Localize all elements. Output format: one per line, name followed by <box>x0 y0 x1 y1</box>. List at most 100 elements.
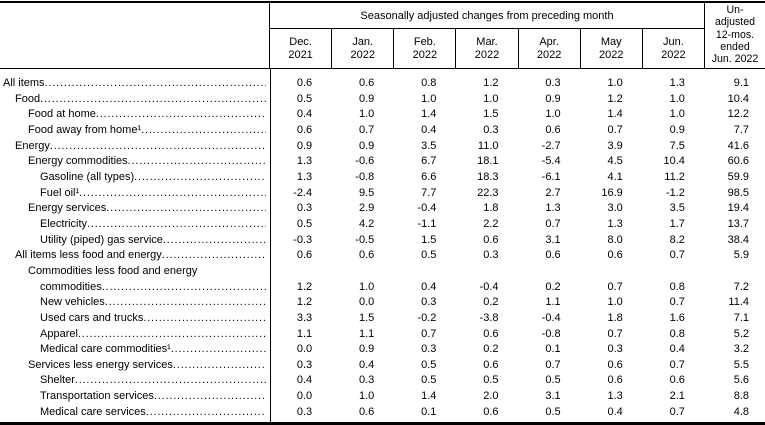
value-cell: 1.0 <box>607 296 623 309</box>
leader-dots <box>128 154 266 170</box>
row-label: Services less energy services <box>28 358 173 371</box>
column-header-dec-2021: Dec. 2021 <box>270 29 333 68</box>
spanner-header: Seasonally adjusted changes from precedi… <box>270 3 704 29</box>
row-label-cell: Shelter <box>0 373 270 389</box>
row-label-cell: Utility (piped) gas service <box>0 233 270 249</box>
unadjusted-header-line: adjusted <box>714 16 756 29</box>
leader-dots <box>78 327 266 343</box>
value-cell: -0.2 <box>417 311 437 324</box>
row-label-line: Electricity <box>0 217 266 233</box>
value-cell: 3.1 <box>545 390 561 403</box>
value-cell: 1.0 <box>669 92 685 105</box>
month-name: Jan. <box>352 35 374 48</box>
row-label-line-1: Commodities less food and energy <box>0 264 266 280</box>
value-cell: 1.5 <box>483 108 499 121</box>
value-cell: 0.0 <box>296 390 313 403</box>
leader-dots <box>162 248 266 264</box>
month-year: 2022 <box>661 48 686 61</box>
row-label-cell: Energy services <box>0 201 270 217</box>
row-label: Transportation services <box>40 390 154 403</box>
unadjusted-value-cell: 10.4 <box>727 92 749 105</box>
value-cell: 0.3 <box>421 343 437 356</box>
row-label-cell: Fuel oil¹ <box>0 186 270 202</box>
row-label: Energy services <box>28 202 107 215</box>
unadjusted-value-cell: 38.4 <box>727 233 749 246</box>
value-cell: 0.6 <box>358 405 375 418</box>
leader-dots <box>106 201 266 217</box>
value-cell: 0.6 <box>358 249 375 262</box>
month-year: 2022 <box>350 48 375 61</box>
column-header-unadjusted: Un- adjusted 12-mos. ended Jun. 2022 <box>705 3 765 68</box>
seasonally-adjusted-columns: Seasonally adjusted changes from precedi… <box>270 3 705 68</box>
value-cell: 2.0 <box>483 390 499 403</box>
value-cell: 4.1 <box>607 170 623 183</box>
row-label: Fuel oil¹ <box>40 186 80 199</box>
row-label-line: Medical care services <box>0 405 266 421</box>
value-cell: 0.6 <box>545 249 561 262</box>
value-cell: 0.5 <box>296 92 313 105</box>
table-row: Transportation services 0.0 1.0 1.4 2.0 3.1 1.… <box>0 389 765 405</box>
value-cell: 0.7 <box>669 249 685 262</box>
column-header-jan-2022: Jan. 2022 <box>332 29 395 68</box>
row-label: Shelter <box>40 374 75 387</box>
value-cell: 0.3 <box>607 343 623 356</box>
value-cell: 3.0 <box>607 202 623 215</box>
value-cell: 1.0 <box>358 108 375 121</box>
month-name: May <box>600 35 622 48</box>
leader-dots <box>79 186 266 202</box>
value-cell: -0.8 <box>355 170 375 183</box>
row-label-line: Fuel oil¹ <box>0 186 266 202</box>
month-name: Dec. <box>289 35 312 48</box>
value-cell: 0.6 <box>358 77 375 89</box>
value-cell: 3.3 <box>296 311 313 324</box>
table-row: Fuel oil¹ -2.4 9.5 7.7 22.3 2.7 16.9 -1.2 98.5 <box>0 186 765 202</box>
value-cell: 0.3 <box>358 374 375 387</box>
row-label-cell: All items less food and energy <box>0 248 270 264</box>
table-row: Food at home 0.4 1.0 1.4 1.5 1.0 1.4 1.0 12.2 <box>0 107 765 123</box>
leader-dots <box>45 76 266 92</box>
unadjusted-value-cell: 11.4 <box>728 296 749 309</box>
unadjusted-header-line: ended <box>720 40 750 53</box>
value-cell: 0.7 <box>669 358 685 371</box>
unadjusted-header-line: 12-mos. <box>715 28 755 41</box>
value-cell: 0.3 <box>296 358 313 371</box>
leader-dots <box>163 233 266 249</box>
value-cell: 0.6 <box>607 249 623 262</box>
value-cell: -0.4 <box>479 280 499 293</box>
value-cell: 7.7 <box>421 186 437 199</box>
value-cell: 0.9 <box>358 139 375 152</box>
table-row: Medical care services 0.3 0.6 0.1 0.6 0.5 0.4 0… <box>0 405 765 421</box>
value-cell: 0.6 <box>296 77 313 89</box>
stub-header-cell <box>0 3 270 68</box>
table-row: Commodities less food and energy commodit… <box>0 264 765 295</box>
value-cell: 0.3 <box>296 405 313 418</box>
value-cell: 0.2 <box>545 280 561 293</box>
leader-dots <box>143 311 266 327</box>
value-cell: -5.4 <box>541 155 561 168</box>
table-row: Shelter 0.4 0.3 0.5 0.5 0.5 0.6 0.6 5.6 <box>0 373 765 389</box>
row-label: All items less food and energy <box>15 249 162 262</box>
leader-dots <box>105 295 266 311</box>
month-name: Feb. <box>413 35 436 48</box>
row-label-line: New vehicles <box>0 295 266 311</box>
value-cell: 0.9 <box>545 92 561 105</box>
row-label-line: Food at home <box>0 107 266 123</box>
row-label-cell: Services less energy services <box>0 358 270 374</box>
value-cell: 3.1 <box>545 233 561 246</box>
row-label: Commodities less food and energy <box>28 264 198 277</box>
leader-dots <box>146 405 266 421</box>
value-cell: 11.2 <box>664 170 685 183</box>
unadjusted-value-cell: 5.9 <box>733 249 749 262</box>
leader-dots <box>173 358 266 374</box>
unadjusted-value-cell: 7.7 <box>733 123 749 136</box>
value-cell: 1.2 <box>296 280 313 293</box>
value-cell: 1.2 <box>483 77 499 89</box>
row-label-line: Food away from home¹ <box>0 123 266 139</box>
value-cell: 0.9 <box>358 343 375 356</box>
row-label-cell: Commodities less food and energy commodit… <box>0 264 270 295</box>
value-cell: 0.7 <box>669 296 685 309</box>
value-cell: 1.5 <box>421 233 437 246</box>
value-cell: -0.6 <box>355 155 375 168</box>
value-cell: 22.3 <box>477 186 499 199</box>
table-row: Energy services 0.3 2.9 -0.4 1.8 1.3 3.0 3.5 19.… <box>0 201 765 217</box>
